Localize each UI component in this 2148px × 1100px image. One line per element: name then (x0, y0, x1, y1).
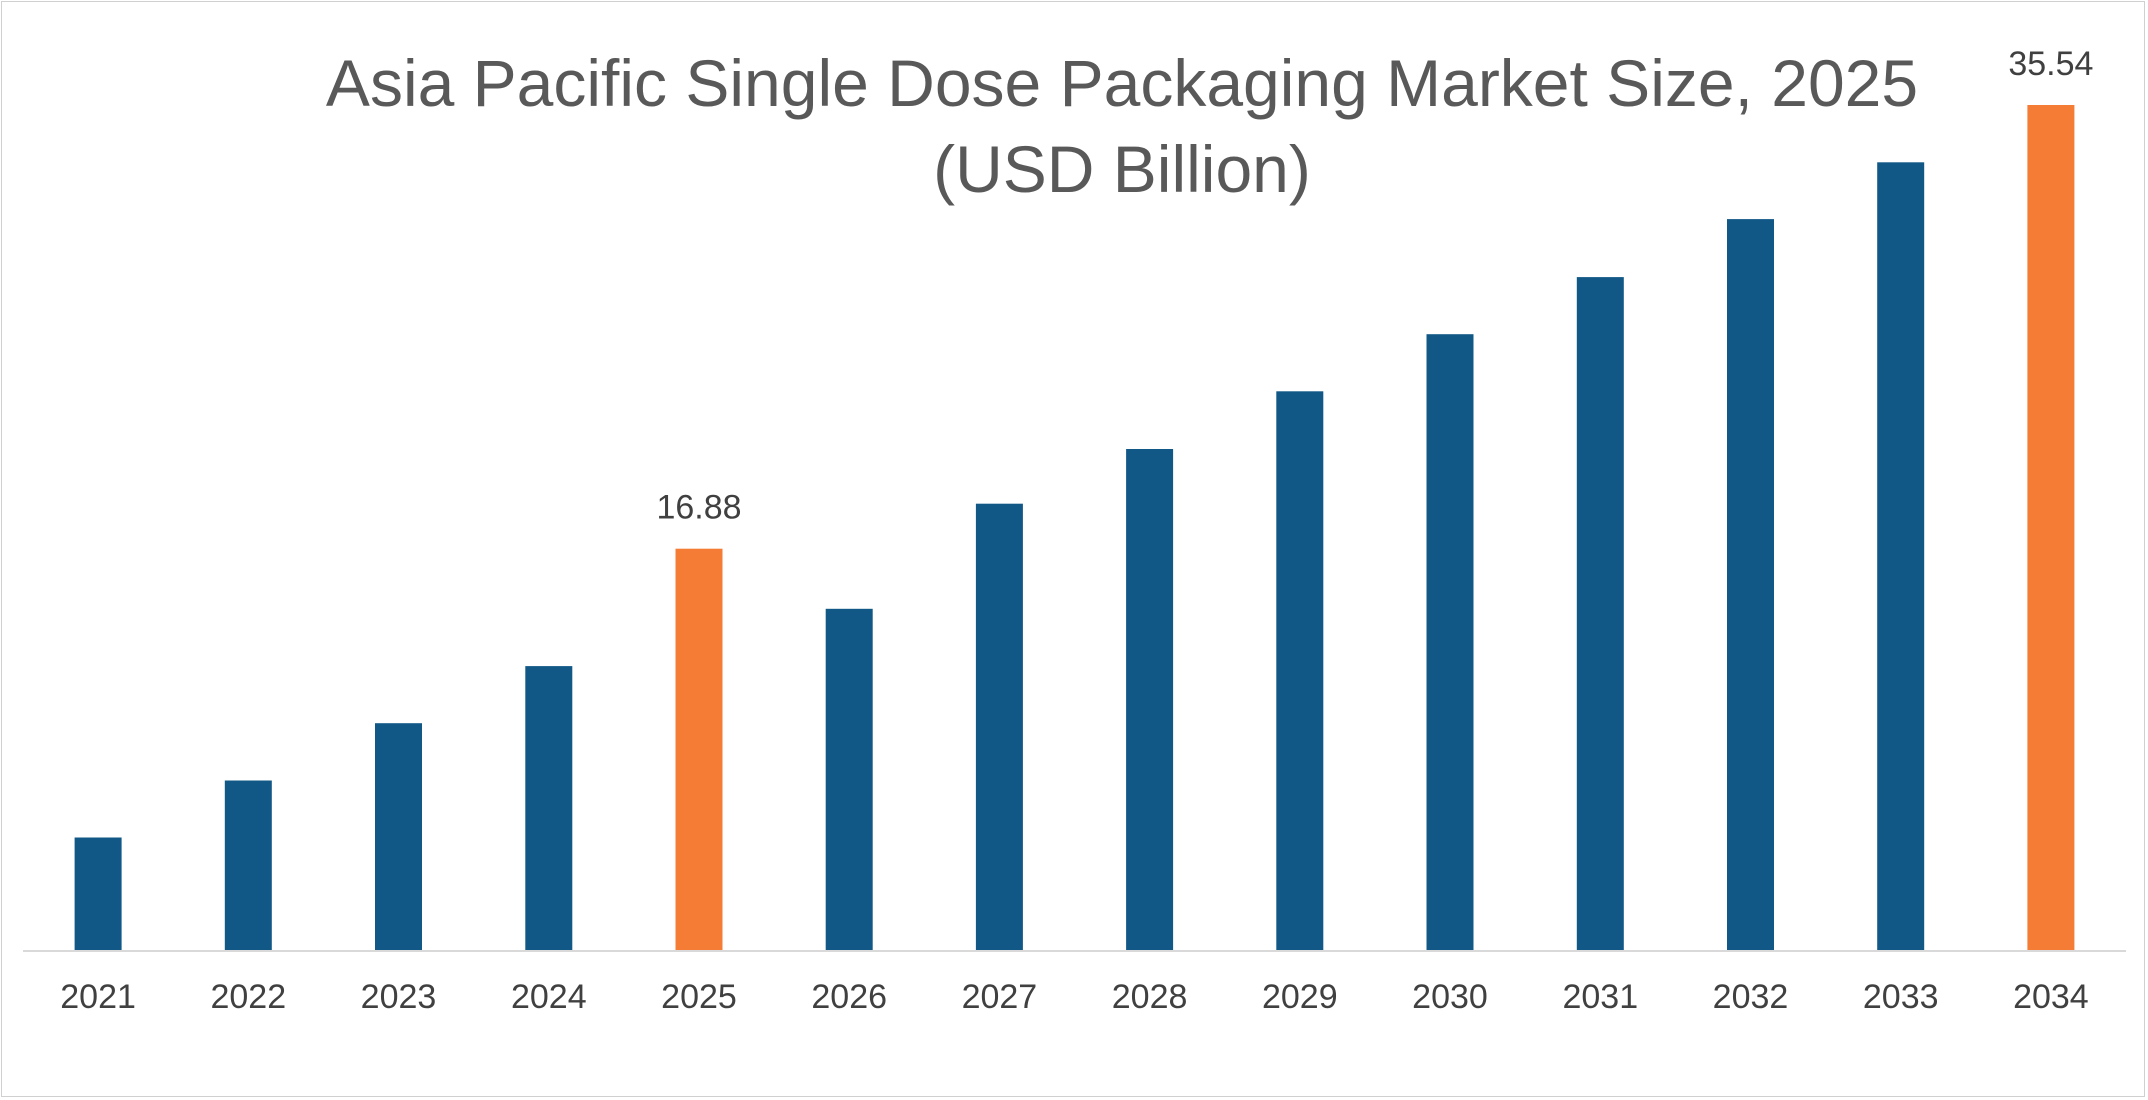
bar-2032 (1727, 219, 1774, 951)
x-tick-label-2024: 2024 (511, 978, 587, 1016)
bar-2031 (1576, 277, 1624, 951)
x-tick-label-2033: 2033 (1863, 978, 1939, 1016)
bar-2021 (74, 837, 122, 950)
x-tick-label-2032: 2032 (1713, 978, 1789, 1016)
x-tick-label-2025: 2025 (661, 978, 737, 1016)
bar-2023 (375, 723, 422, 950)
data-label-2034: 35.54 (2008, 45, 2093, 83)
bar-2028 (1126, 449, 1174, 950)
x-tick-label-2034: 2034 (2013, 978, 2089, 1016)
x-tick-label-2030: 2030 (1412, 978, 1488, 1016)
data-label-2025: 16.88 (656, 489, 741, 527)
x-tick-labels: 2021 2022 2023 2024 2025 2026 2027 2028 2029 2030… (60, 978, 2088, 1016)
bar-2026 (825, 608, 873, 950)
chart-title-line-2: (USD Billion) (933, 132, 1311, 206)
x-tick-label-2028: 2028 (1112, 978, 1188, 1016)
bar-2024 (525, 666, 573, 950)
x-tick-label-2031: 2031 (1562, 978, 1638, 1016)
chart-title: Asia Pacific Single Dose Packaging Marke… (302, 40, 1942, 212)
x-tick-label-2027: 2027 (962, 978, 1038, 1016)
x-tick-label-2026: 2026 (811, 978, 887, 1016)
x-tick-label-2022: 2022 (210, 978, 286, 1016)
bar-2027 (975, 503, 1023, 950)
bar-2029 (1276, 391, 1324, 950)
chart-title-line-1: Asia Pacific Single Dose Packaging Marke… (325, 46, 1919, 120)
bar-2034 (2027, 105, 2075, 950)
bar-2022 (224, 780, 272, 950)
x-tick-label-2023: 2023 (361, 978, 437, 1016)
bars-group (74, 105, 2075, 951)
x-tick-label-2021: 2021 (60, 978, 136, 1016)
x-tick-label-2029: 2029 (1262, 978, 1338, 1016)
data-labels: 16.88 35.54 (656, 45, 2093, 527)
bar-2025 (675, 548, 723, 950)
bar-2033 (1877, 162, 1925, 951)
bar-2030 (1426, 334, 1474, 950)
